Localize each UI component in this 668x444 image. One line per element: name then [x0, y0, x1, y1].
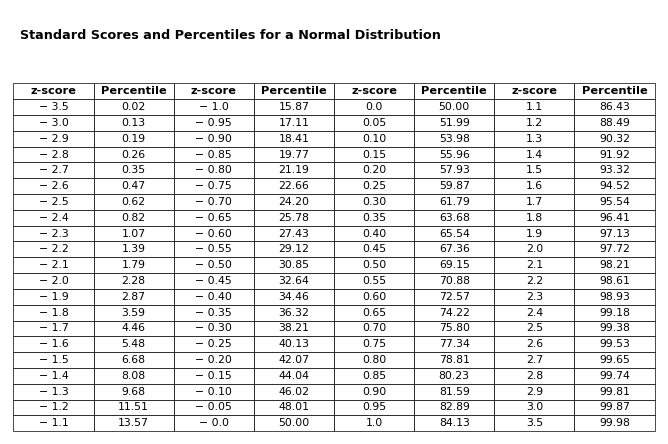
Text: Standard Scores and Percentiles for a Normal Distribution: Standard Scores and Percentiles for a No…: [20, 29, 441, 42]
